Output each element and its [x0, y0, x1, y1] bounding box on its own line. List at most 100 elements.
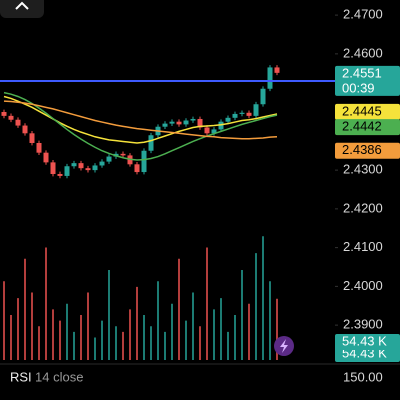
candle-body: [8, 115, 14, 120]
lightning-icon: [280, 339, 288, 353]
collapse-button[interactable]: [0, 0, 44, 18]
candle-body: [50, 162, 56, 174]
volume-bar: [164, 331, 166, 360]
volume-bar: [101, 320, 103, 360]
countdown: 00:39: [342, 80, 375, 95]
candle-body: [99, 161, 105, 166]
volume-bar: [108, 270, 110, 360]
volume-bar: [192, 292, 194, 360]
volume-bar: [255, 253, 257, 360]
candle-body: [274, 67, 280, 73]
price-badge: [335, 142, 400, 159]
volume-bar: [122, 331, 124, 360]
candle-body: [22, 125, 28, 134]
candle-body: [246, 112, 252, 116]
candle-body: [64, 166, 70, 176]
candle-body: [1, 111, 7, 116]
volume-bar: [31, 292, 33, 360]
candle-body: [197, 118, 203, 128]
candle-body: [78, 163, 84, 169]
candle-body: [169, 121, 175, 124]
volume-bar: [17, 298, 19, 360]
candle-body: [134, 164, 140, 173]
moving-average: [3, 100, 278, 140]
candle-body: [141, 150, 147, 173]
volume-bar: [220, 298, 222, 360]
volume-layer: [3, 236, 278, 360]
candle-body: [260, 88, 266, 105]
volume-bar: [24, 258, 26, 360]
candle-body: [211, 129, 217, 134]
price-axis: 2.4700 2.4600 2.4300 2.4200 2.4100 2.4000 2.39…: [335, 7, 383, 332]
candle-body: [239, 112, 245, 114]
price-badge: [335, 119, 400, 136]
volume-bar: [199, 326, 201, 360]
price-badge: [335, 103, 400, 120]
moving-average: [3, 91, 278, 161]
volume-bar: [3, 281, 5, 360]
volume-bar: [262, 236, 264, 360]
chevron-icon: [15, 1, 29, 10]
price-badge-label: 2.4442: [342, 119, 382, 134]
volume-bar: [276, 298, 278, 360]
candle-body: [176, 121, 182, 125]
price-badge-label: 2.4445: [342, 103, 382, 118]
candle-body: [232, 113, 238, 118]
volume-bar: [94, 337, 96, 360]
volume-bar: [10, 315, 12, 360]
volume-bar: [59, 320, 61, 360]
candle-body: [225, 117, 231, 122]
volume-bar: [129, 309, 131, 360]
y-tick-label: 2.4300: [343, 162, 383, 177]
volume-bar: [136, 286, 138, 360]
candle-body: [148, 135, 154, 151]
candle-body: [92, 165, 98, 171]
y-tick-label: 2.3900: [343, 317, 383, 332]
volume-bar: [248, 303, 250, 360]
volume-bar: [157, 281, 159, 360]
candle-body: [43, 152, 49, 163]
moving-average: [3, 95, 278, 144]
volume-bar: [143, 315, 145, 360]
y-tick-label: 2.4000: [343, 278, 383, 293]
volume-bar: [213, 309, 215, 360]
volume-bar: [241, 270, 243, 360]
volume-bar: [80, 315, 82, 360]
volume-bar: [178, 258, 180, 360]
volume-bar: [185, 320, 187, 360]
volume-bar: [234, 315, 236, 360]
indicator-value: 150.00: [343, 369, 383, 384]
price-badge: [335, 65, 400, 96]
volume-bar: [206, 247, 208, 360]
volume-bar: [87, 292, 89, 360]
volume-bar: [269, 281, 271, 360]
y-tick-label: 2.4100: [343, 239, 383, 254]
candle-body: [15, 119, 21, 126]
volume-bar: [115, 326, 117, 360]
candle-body: [218, 121, 224, 130]
price-badge-label: 54.43 K: [342, 333, 387, 348]
candle-body: [120, 153, 126, 156]
candle-body: [36, 142, 42, 153]
candle-body: [57, 173, 63, 176]
candle-body: [253, 104, 259, 116]
volume-bar: [150, 326, 152, 360]
y-tick-label: 2.4700: [343, 7, 383, 22]
volume-bar: [73, 331, 75, 360]
candle-body: [204, 127, 210, 134]
price-badge-label: 2.4551: [342, 65, 382, 80]
y-tick-label: 2.4600: [343, 45, 383, 60]
volume-bar: [66, 303, 68, 360]
price-layer: [0, 65, 335, 179]
price-badge: [335, 334, 400, 350]
y-tick-label: 2.4200: [343, 200, 383, 215]
candle-body: [106, 156, 112, 162]
candle-body: [267, 67, 273, 89]
volume-bar: [45, 247, 47, 360]
indicator-params: 14 close: [35, 369, 83, 384]
indicator-name: RSI: [10, 369, 32, 384]
candle-body: [162, 123, 168, 127]
